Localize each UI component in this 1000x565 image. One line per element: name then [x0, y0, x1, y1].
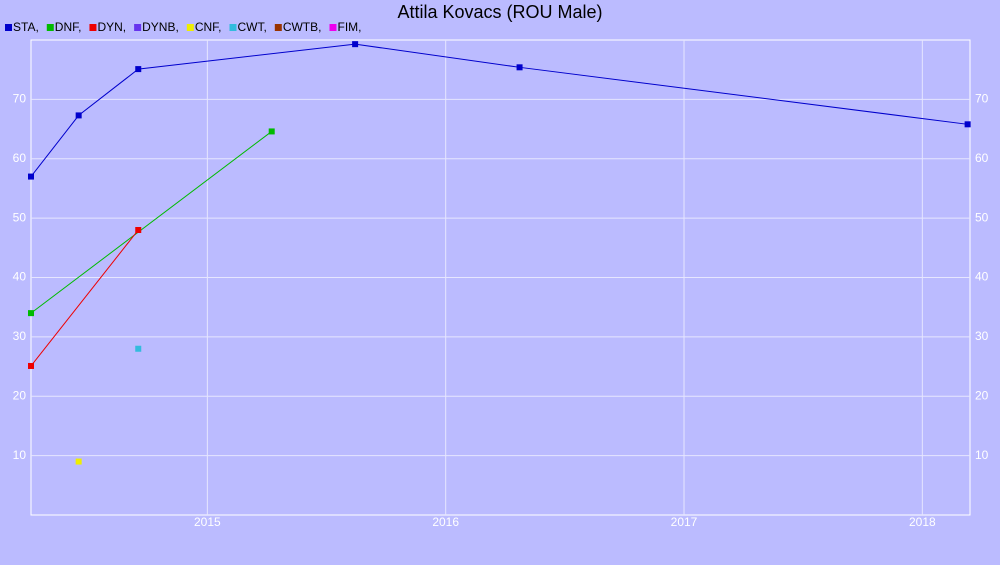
x-tick-label: 2018: [909, 515, 936, 529]
legend-swatch: [5, 24, 12, 31]
chart-title: Attila Kovacs (ROU Male): [397, 2, 602, 22]
data-point: [135, 345, 142, 352]
series-line: [30, 229, 139, 367]
legend-label: CWTB,: [283, 20, 322, 34]
y2-tick-label: 30: [975, 329, 989, 343]
data-point: [28, 173, 34, 180]
legend-swatch: [46, 24, 54, 31]
y2-tick-label: 20: [975, 388, 989, 402]
legend-label: STA,: [13, 20, 39, 34]
data-point: [135, 227, 142, 233]
y2-tick-label: 40: [975, 270, 989, 284]
data-point: [75, 458, 82, 465]
y2-tick-label: 60: [975, 151, 989, 165]
y2-tick-label: 50: [975, 210, 989, 224]
y2-tick-label: 70: [975, 92, 989, 106]
y-tick-label: 70: [13, 92, 27, 106]
data-point: [75, 112, 82, 119]
series-line: [30, 43, 968, 177]
legend-swatch: [274, 24, 282, 31]
y2-tick-label: 10: [975, 448, 989, 462]
legend-label: DYNB,: [142, 20, 179, 34]
y-tick-label: 20: [13, 388, 27, 402]
y-tick-label: 30: [13, 329, 27, 343]
series-line: [30, 131, 273, 314]
data-point: [28, 310, 34, 317]
legend-swatch: [134, 24, 142, 31]
data-point: [28, 362, 34, 369]
legend-swatch: [89, 24, 97, 31]
legend-swatch: [186, 24, 194, 31]
data-point: [964, 121, 971, 128]
x-tick-label: 2016: [432, 515, 459, 529]
legend-label: CNF,: [195, 20, 222, 34]
y-tick-label: 60: [13, 151, 27, 165]
data-point: [352, 41, 359, 48]
legend-label: DNF,: [55, 20, 82, 34]
y-tick-label: 10: [13, 448, 27, 462]
data-point: [516, 64, 523, 71]
y-tick-label: 50: [13, 210, 27, 224]
legend-swatch: [229, 24, 237, 31]
y-tick-label: 40: [13, 270, 27, 284]
legend-label: FIM,: [337, 20, 361, 34]
data-point: [268, 128, 275, 135]
legend-label: CWT,: [237, 20, 266, 34]
x-tick-label: 2015: [194, 515, 221, 529]
legend-swatch: [329, 24, 337, 31]
x-tick-label: 2017: [671, 515, 698, 529]
data-point: [135, 66, 142, 73]
legend-label: DYN,: [97, 20, 126, 34]
